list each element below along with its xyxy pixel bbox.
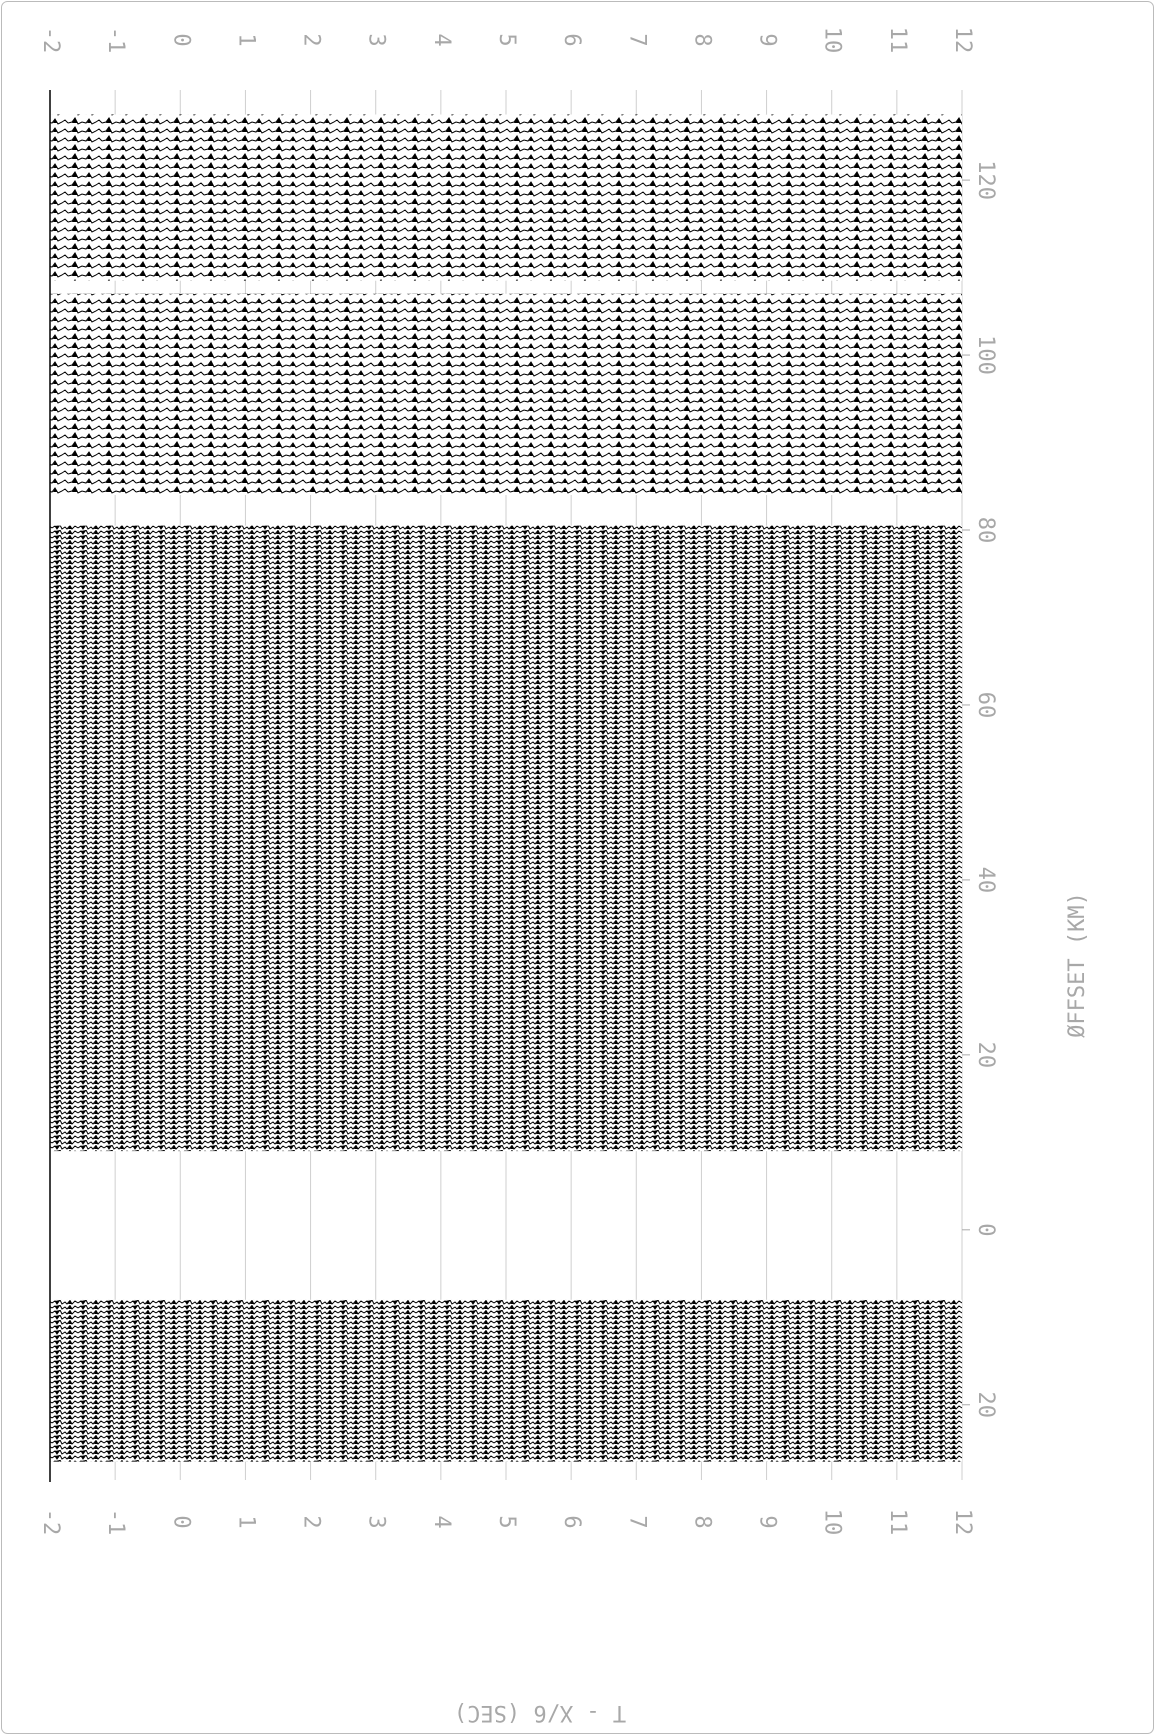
trace-band bbox=[50, 1299, 962, 1462]
x-tick-label: 2 bbox=[299, 1515, 324, 1528]
trace-band bbox=[50, 114, 962, 281]
x-tick-label: 1 bbox=[233, 33, 258, 46]
x-axis-title: T - X/6 (SEC) bbox=[454, 1700, 626, 1725]
x-tick-label: -1 bbox=[103, 1509, 128, 1536]
x-tick-label: 12 bbox=[950, 1509, 975, 1536]
x-tick-label: 0 bbox=[168, 1515, 193, 1528]
x-tick-label: 11 bbox=[885, 27, 910, 54]
x-tick-label: 11 bbox=[885, 1509, 910, 1536]
y-tick-label: 0 bbox=[973, 1223, 998, 1236]
trace-band bbox=[50, 293, 962, 496]
x-tick-label: 8 bbox=[689, 1515, 714, 1528]
traces bbox=[50, 114, 962, 1462]
y-tick-label: 120 bbox=[973, 160, 998, 200]
x-tick-label: -2 bbox=[38, 1509, 63, 1536]
x-tick-label: 5 bbox=[494, 33, 519, 46]
x-tick-label: 8 bbox=[689, 33, 714, 46]
y-tick-label: 20 bbox=[973, 1042, 998, 1069]
x-tick-label: -2 bbox=[38, 27, 63, 54]
y-tick-label: 100 bbox=[973, 335, 998, 375]
x-tick-label: -1 bbox=[103, 27, 128, 54]
x-tick-label: 5 bbox=[494, 1515, 519, 1528]
x-tick-label: 1 bbox=[233, 1515, 258, 1528]
x-tick-label: 9 bbox=[755, 1515, 780, 1528]
x-tick-label: 7 bbox=[624, 1515, 649, 1528]
y-tick-label: 60 bbox=[973, 692, 998, 719]
x-tick-label: 6 bbox=[559, 1515, 584, 1528]
labels: -2-2-1-100112233445566778899101011111212… bbox=[38, 27, 998, 1536]
x-tick-label: 10 bbox=[820, 27, 845, 54]
y-axis-title: ØFFSET (KM) bbox=[1065, 892, 1090, 1038]
x-tick-label: 3 bbox=[364, 33, 389, 46]
x-tick-label: 4 bbox=[429, 33, 454, 46]
x-tick-label: 0 bbox=[168, 33, 193, 46]
x-tick-label: 12 bbox=[950, 27, 975, 54]
x-tick-label: 3 bbox=[364, 1515, 389, 1528]
trace-band bbox=[50, 525, 962, 1152]
x-tick-label: 6 bbox=[559, 33, 584, 46]
y-tick-label: 20 bbox=[973, 1392, 998, 1419]
y-tick-label: 40 bbox=[973, 867, 998, 894]
x-tick-label: 7 bbox=[624, 33, 649, 46]
x-tick-label: 10 bbox=[820, 1509, 845, 1536]
x-tick-label: 4 bbox=[429, 1515, 454, 1528]
y-tick-label: 80 bbox=[973, 517, 998, 544]
x-tick-label: 2 bbox=[299, 33, 324, 46]
x-tick-label: 9 bbox=[755, 33, 780, 46]
